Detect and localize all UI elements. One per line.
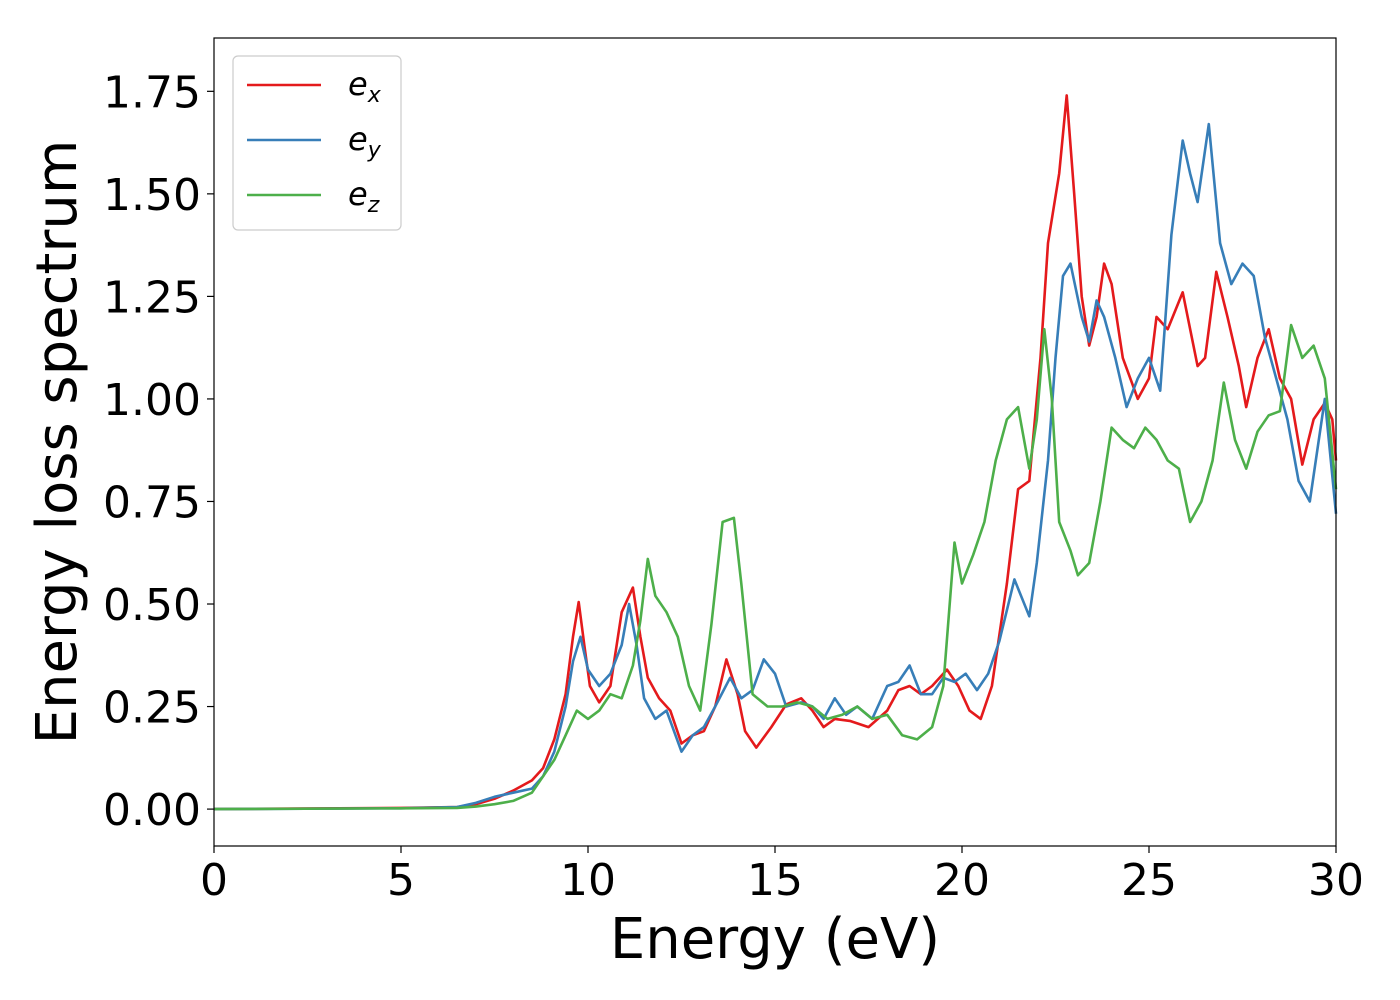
x-tick-label: 15 (747, 855, 803, 906)
series-lines (213, 94, 1338, 811)
y-tick-label: 0.75 (103, 477, 201, 528)
y-tick-label: 0.00 (103, 785, 201, 836)
x-axis-label: Energy (eV) (610, 907, 940, 972)
legend: ex ey ez (232, 55, 402, 231)
x-tick-label: 25 (1121, 855, 1177, 906)
x-axis: 0 5 10 15 20 25 30 (200, 846, 1364, 906)
series-line-y (213, 122, 1338, 811)
y-tick-label: 1.75 (103, 67, 201, 118)
y-tick-label: 1.50 (103, 170, 201, 221)
legend-box (232, 55, 402, 231)
x-tick-label: 0 (200, 855, 228, 906)
y-tick-label: 1.00 (103, 375, 201, 426)
x-tick-label: 20 (934, 855, 990, 906)
y-axis-label: Energy loss spectrum (25, 140, 90, 745)
y-axis: 0.00 0.25 0.50 0.75 1.00 1.25 1.50 1.75 (103, 67, 214, 836)
series-line-x (213, 94, 1338, 811)
legend-label-x: ex (348, 65, 382, 108)
series-line-z (213, 323, 1338, 811)
x-tick-label: 30 (1308, 855, 1364, 906)
x-tick-label: 10 (560, 855, 616, 906)
y-tick-label: 0.25 (103, 683, 201, 734)
legend-label-y: ey (348, 120, 382, 163)
y-tick-label: 0.50 (103, 580, 201, 631)
y-tick-label: 1.25 (103, 272, 201, 323)
legend-label-z: ez (348, 175, 380, 218)
x-tick-label: 5 (387, 855, 415, 906)
